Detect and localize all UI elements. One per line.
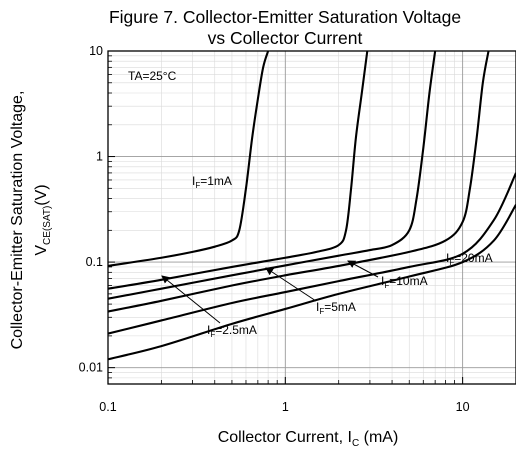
chart-title: Figure 7. Collector-Emitter Saturation V… xyxy=(109,7,461,48)
x-axis-label: Collector Current, IC (mA) xyxy=(218,429,399,449)
x-tick-label: 10 xyxy=(456,400,470,414)
y-axis-label-line2: VCE(SAT)(V) xyxy=(33,184,53,255)
y-tick-label: 1 xyxy=(96,150,103,164)
series-line xyxy=(108,51,437,300)
y-axis-label-line1: Collector-Emitter Saturation Voltage, xyxy=(9,91,26,350)
series-label-if-2-5ma: IF=2.5mA xyxy=(207,323,257,339)
x-tick-label: 0.1 xyxy=(99,400,116,414)
series-curves xyxy=(108,51,516,361)
series-line xyxy=(108,51,270,267)
y-tick-label: 0.01 xyxy=(79,361,103,375)
series-label-if-5ma: IF=5mA xyxy=(316,300,356,316)
plot-frame xyxy=(107,50,516,385)
y-tick-label: 10 xyxy=(89,44,103,58)
leader-arrow xyxy=(347,260,379,278)
series-label-if-10ma: IF=10mA xyxy=(381,274,428,290)
leader-arrow xyxy=(161,275,221,324)
leader-arrow xyxy=(265,267,317,302)
series-line xyxy=(108,51,369,290)
series-line xyxy=(108,204,516,361)
annotations: IF=1mA IF=2.5mA IF=5mA IF=10mA IF=20mA xyxy=(161,174,493,339)
condition-label: TA=25°C xyxy=(128,69,177,83)
series-label-if-20ma: IF=20mA xyxy=(446,251,493,267)
grid xyxy=(107,50,516,384)
series-line xyxy=(108,172,516,335)
chart-title-line2: vs Collector Current xyxy=(208,28,363,48)
chart-title-line1: Figure 7. Collector-Emitter Saturation V… xyxy=(109,7,461,27)
x-tick-label: 1 xyxy=(282,400,289,414)
series-label-if-1ma: IF=1mA xyxy=(192,174,232,190)
y-axis-label: Collector-Emitter Saturation Voltage, VC… xyxy=(9,91,53,350)
series-line xyxy=(108,51,490,313)
y-tick-label: 0.1 xyxy=(86,255,103,269)
tick-labels: 0.1 1 10 0.01 0.1 1 10 xyxy=(79,44,470,414)
